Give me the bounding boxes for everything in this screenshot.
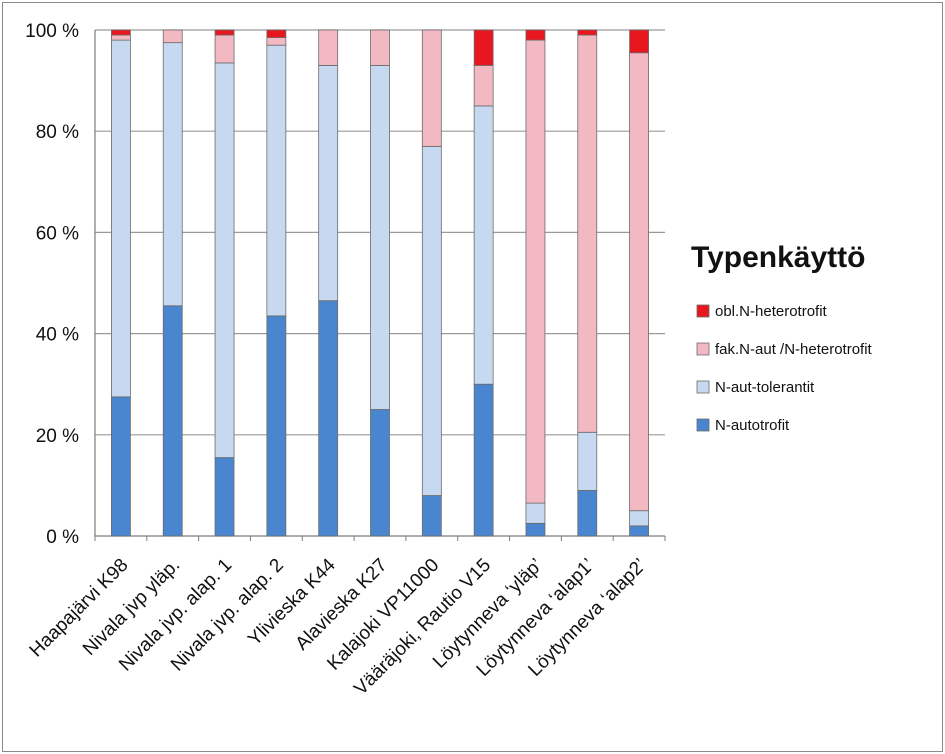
bar-segment xyxy=(525,522,546,537)
bar-segment xyxy=(370,65,390,410)
bar-segment xyxy=(473,65,494,107)
legend-swatch xyxy=(696,304,710,318)
stacked-bar-chart: 0 % 20 % 40 % 60 % 80 % 100 % Haapajärvi K98N… xyxy=(25,21,873,699)
legend-swatch xyxy=(696,380,710,394)
bar-segment xyxy=(629,525,649,537)
bar-segment xyxy=(318,300,339,537)
bar-segment xyxy=(577,29,598,36)
y-tick-label: 100 % xyxy=(25,21,79,42)
bar-segment xyxy=(214,457,235,537)
y-tick-label: 40 % xyxy=(36,325,79,346)
bar-segment xyxy=(266,29,287,38)
y-tick-label: 0 % xyxy=(46,527,79,548)
bar-segment xyxy=(473,383,494,537)
x-category-label: Alavieska K27 xyxy=(292,555,392,655)
bar-segment xyxy=(214,34,235,64)
bar-segment xyxy=(111,396,131,537)
bar-segment xyxy=(525,502,546,524)
bar-segment xyxy=(214,29,235,36)
legend-label: obl.N-heterotrofit xyxy=(715,303,828,320)
bar-segment xyxy=(370,29,390,66)
legend-label: N-autotrofit xyxy=(715,417,790,434)
bar-segment xyxy=(421,495,442,537)
legend-label: N-aut-tolerantit xyxy=(715,379,815,396)
legend-swatch xyxy=(696,342,710,356)
bar-segment xyxy=(111,29,131,36)
bar-segment xyxy=(473,29,494,66)
bar-segment xyxy=(370,409,390,537)
bar-segment xyxy=(629,510,649,527)
bar-segment xyxy=(162,29,183,44)
y-tick-label: 60 % xyxy=(36,223,79,244)
bar-segment xyxy=(577,490,598,537)
bar-segment xyxy=(266,44,287,317)
y-tick-label: 20 % xyxy=(36,426,79,447)
bar-segment xyxy=(629,29,649,54)
bar-segment xyxy=(162,305,183,537)
legend-swatch xyxy=(696,418,710,432)
legend-label: fak.N-aut /N-heterotrofit xyxy=(715,341,873,358)
bar-segment xyxy=(525,39,546,504)
bar-segment xyxy=(266,37,287,46)
legend: Typenkäyttö obl.N-heterotrofit fak.N-aut … xyxy=(691,241,873,434)
bar-segment xyxy=(577,431,598,491)
bars xyxy=(111,29,649,537)
bar-segment xyxy=(525,29,546,41)
bar-segment xyxy=(111,34,131,41)
bar-segment xyxy=(421,145,442,496)
bar-segment xyxy=(318,29,339,66)
bar-segment xyxy=(421,29,442,147)
bar-segment xyxy=(162,42,183,307)
bar-segment xyxy=(214,62,235,458)
bar-segment xyxy=(266,315,287,537)
y-tick-label: 80 % xyxy=(36,122,79,143)
bar-segment xyxy=(629,52,649,512)
legend-title: Typenkäyttö xyxy=(691,241,865,274)
bar-segment xyxy=(111,39,131,398)
y-axis: 0 % 20 % 40 % 60 % 80 % 100 % xyxy=(25,21,666,548)
bar-segment xyxy=(577,34,598,433)
bar-segment xyxy=(473,105,494,385)
bar-segment xyxy=(318,65,339,302)
